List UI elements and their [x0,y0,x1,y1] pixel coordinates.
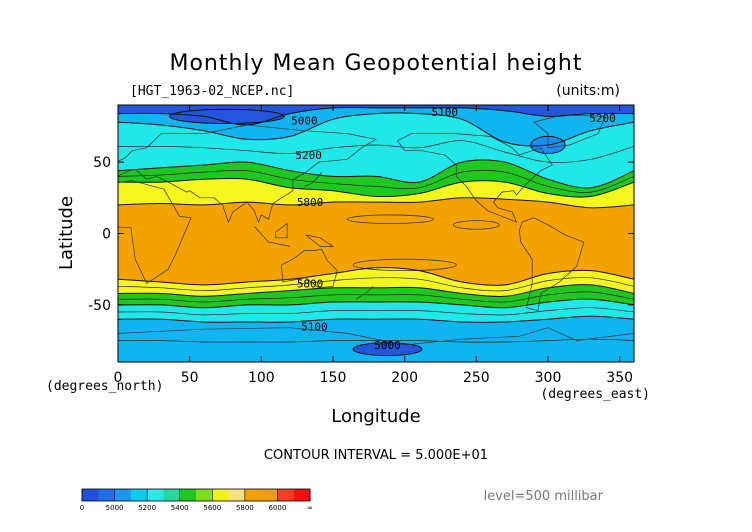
colorbar-label: ∞ [307,504,313,512]
coastline [118,124,377,224]
band-1 [118,107,634,147]
contour-label: 5000 [291,115,318,128]
contour-line [118,159,634,189]
coastline [275,222,288,239]
colorbar-swatch [261,489,278,501]
colorbar-swatch [130,489,148,501]
contour-line [118,267,634,286]
plot-area: 5000 5100 5200 5200 5800 5800 5100 5000 [118,105,634,362]
contour-label: 5100 [432,106,459,119]
level-text: level=500 millibar [484,489,604,504]
contour-label: 5800 [297,277,324,290]
colorbar-swatch [163,489,181,501]
contour-line [118,298,634,309]
colorbar-label: 0 [80,504,84,512]
colorbar-label: 6000 [269,504,287,512]
x-tick-label: 150 [320,370,347,386]
colorbar-swatch [228,489,246,501]
x-axis-label: Longitude [331,406,421,427]
y-tick-label: 50 [93,155,111,171]
contour-line [118,140,634,163]
closed-contour-loop [352,258,457,272]
colorbar-swatch [114,489,132,501]
file-label: [HGT_1963-02_NCEP.nc] [130,84,294,99]
band-2 [118,112,634,189]
colorbar-swatch [277,489,295,501]
contour-label-layer: 5000 5100 5200 5200 5800 5800 5100 5000 [291,106,616,352]
contour-line [118,338,634,343]
colorbar-label: 5200 [138,504,156,512]
contour-line [118,307,634,316]
contour-line [118,315,634,323]
contour-label: 5200 [295,149,322,162]
colorbar-swatch [244,489,262,501]
colorbar-swatch [293,489,311,501]
coastline [532,114,606,149]
coastline [305,234,335,247]
coastline [304,171,322,187]
contour-interval-text: CONTOUR INTERVAL = 5.000E+01 [264,448,488,463]
band-3 [118,159,634,198]
contour-line [118,277,634,292]
contour-label: 5100 [301,320,328,333]
x-axis: 0 50 100 150 200 250 300 350 [114,105,633,386]
y-axis: 50 0 -50 [88,155,634,314]
x-tick-label: 350 [606,370,633,386]
colorbar-swatch [196,489,213,501]
coastline [518,217,585,312]
colorbar-swatch [147,489,164,501]
contour-line [118,169,634,193]
colorbar-swatch [98,489,116,501]
coastline [355,286,374,300]
band-4 [118,178,634,208]
contour-line [118,291,634,303]
colorbar-swatch [212,489,230,501]
coastline [281,248,338,289]
x-unit-label: (degrees_east) [540,387,650,402]
x-tick-label: 200 [391,370,418,386]
closed-contour-loop [346,214,434,224]
coastline [118,180,192,285]
contour-line [118,177,634,198]
closed-contour-region [169,108,285,125]
y-tick-label: 0 [102,227,111,243]
band-5 [118,197,634,286]
closed-contour-region [352,342,423,357]
closed-contour-loop [453,220,500,230]
coastline [118,327,634,346]
coastline [396,133,553,223]
contour-line-layer [118,105,634,343]
y-unit-label: (degrees_north) [46,379,163,394]
colorbar-swatch [82,489,99,501]
colorbar-label: 5000 [106,504,124,512]
x-tick-label: 300 [535,370,562,386]
colorbar-label: 5800 [236,504,254,512]
band-layer [118,105,634,362]
x-tick-label: 0 [114,370,123,386]
units-label: (units:m) [556,83,620,99]
coastline [253,226,291,247]
chart-title: Monthly Mean Geopotential height [169,51,582,76]
colorbar-label: 5400 [171,504,189,512]
colorbar-swatch [179,489,197,501]
contour-line [118,284,634,298]
contour-label: 5800 [297,196,324,209]
x-tick-label: 250 [463,370,490,386]
contour-label: 5200 [589,112,616,125]
colorbar: 0 5000 5200 5400 5600 5800 6000 ∞ [80,488,313,512]
coastline-layer [118,114,634,346]
y-axis-label: Latitude [56,196,77,270]
band-6 [118,267,634,297]
region-layer [169,108,566,357]
colorbar-label: 5600 [203,504,221,512]
x-tick-label: 50 [181,370,199,386]
y-tick-label: -50 [88,298,111,314]
contour-line [118,197,634,209]
x-tick-label: 100 [248,370,275,386]
contour-line [118,106,634,126]
contour-label: 5000 [374,339,401,352]
